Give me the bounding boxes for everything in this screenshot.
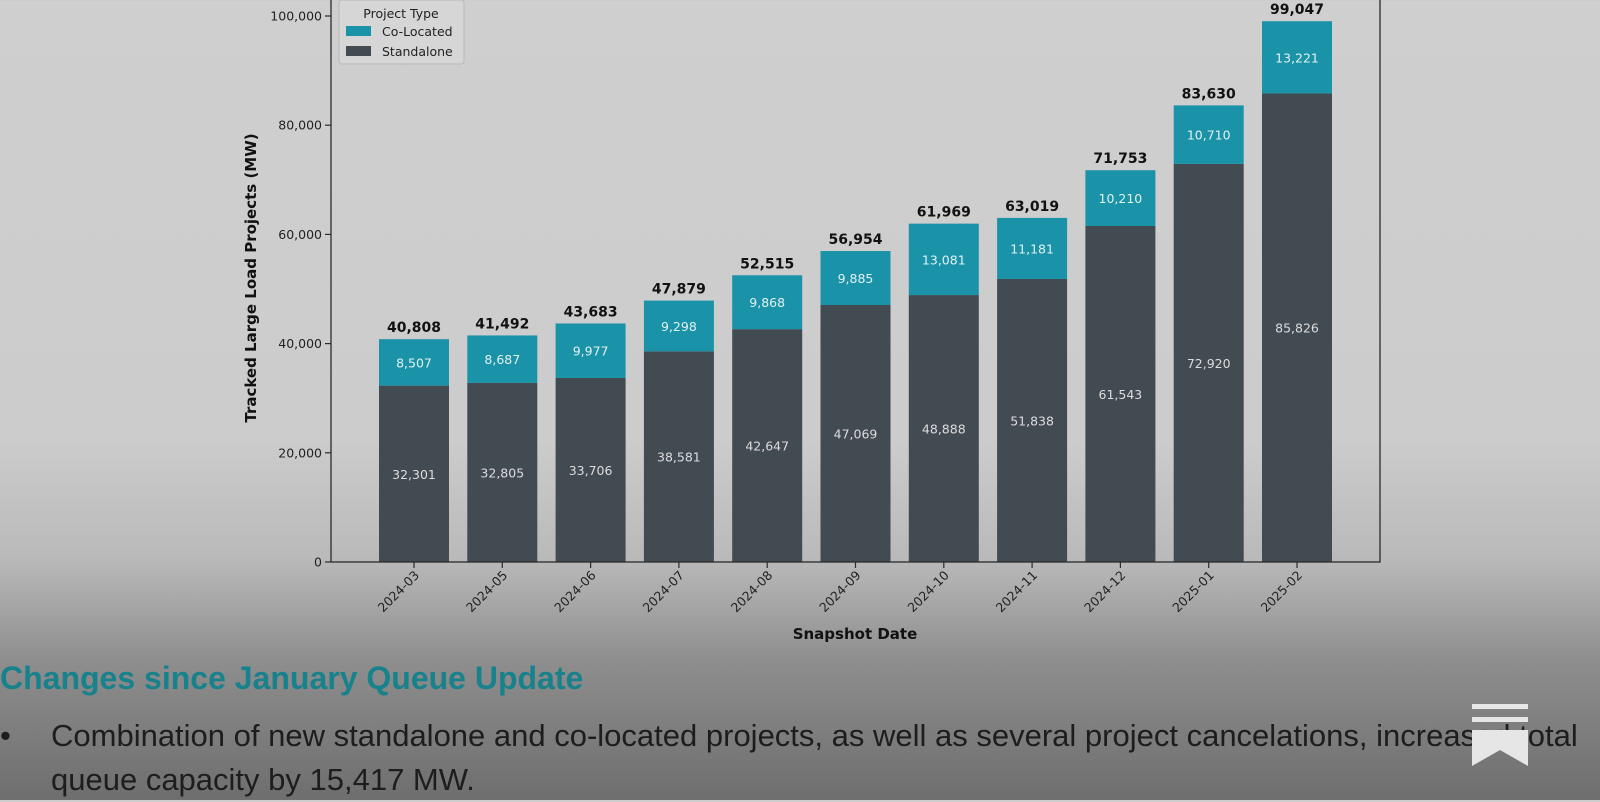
standalone-value-label: 61,543 (1099, 387, 1143, 402)
bar-co-located (555, 323, 626, 378)
legend-label-co-located: Co-Located (382, 24, 453, 39)
co-located-value-label: 10,210 (1099, 191, 1143, 206)
bookmark-icon[interactable] (1472, 702, 1528, 766)
total-value-label: 83,630 (1182, 86, 1236, 102)
bar-standalone (820, 305, 891, 562)
y-tick-label: 20,000 (278, 445, 322, 460)
y-tick-label: 80,000 (278, 118, 322, 133)
x-tick-label: 2024-07 (639, 568, 687, 616)
x-tick-label: 2024-06 (551, 567, 599, 615)
legend: Project Type Co-Located Standalone (338, 0, 465, 65)
standalone-value-label: 47,069 (834, 427, 878, 442)
bar-co-located (467, 335, 538, 383)
bar-co-located (820, 251, 891, 306)
standalone-value-label: 32,805 (480, 465, 524, 480)
y-tick-label: 60,000 (278, 227, 322, 242)
legend-title: Project Type (363, 6, 439, 21)
co-located-value-label: 9,298 (661, 319, 697, 334)
co-located-value-label: 13,081 (922, 252, 966, 267)
legend-swatch-standalone (346, 46, 371, 56)
bar-standalone (1085, 225, 1156, 562)
x-axis-title: Snapshot Date (793, 625, 918, 643)
x-tick-label: 2024-10 (904, 567, 952, 615)
x-tick-label: 2024-05 (463, 568, 511, 616)
bar-standalone (467, 382, 538, 562)
total-value-label: 41,492 (475, 316, 529, 332)
bullet-text: Combination of new standalone and co-loc… (51, 718, 1578, 797)
standalone-value-label: 32,301 (392, 467, 436, 482)
bar-standalone (379, 385, 449, 562)
bar-co-located (997, 217, 1068, 279)
bar-standalone (1173, 163, 1244, 562)
bar-standalone (1262, 93, 1332, 562)
standalone-value-label: 48,888 (922, 422, 966, 437)
stacked-bar-chart: 0 20,000 40,000 60,000 80,000 100,000 32,301 8… (242, 0, 1381, 643)
bar-co-located (1085, 170, 1156, 226)
co-located-value-label: 10,710 (1187, 128, 1231, 143)
standalone-value-label: 33,706 (569, 463, 613, 478)
total-value-label: 52,515 (740, 256, 794, 272)
co-located-value-label: 8,687 (484, 352, 520, 367)
x-tick-label: 2024-11 (993, 568, 1041, 616)
y-axis: 0 20,000 40,000 60,000 80,000 100,000 (270, 9, 331, 570)
co-located-value-label: 9,885 (838, 271, 874, 286)
bar-co-located (1173, 105, 1244, 164)
bar-co-located (643, 300, 714, 352)
y-tick-label: 0 (314, 555, 322, 570)
x-tick-label: 2025-02 (1258, 568, 1306, 616)
section-heading: Changes since January Queue Update (0, 660, 584, 696)
co-located-value-label: 9,868 (749, 295, 785, 310)
total-value-label: 71,753 (1093, 151, 1147, 167)
bar-co-located (1262, 21, 1332, 94)
standalone-value-label: 72,920 (1187, 356, 1231, 371)
y-tick-label: 100,000 (270, 9, 322, 24)
bar-co-located (908, 223, 979, 296)
bar-standalone (997, 278, 1068, 562)
total-value-label: 56,954 (828, 232, 882, 248)
y-axis-title: Tracked Large Load Projects (MW) (242, 133, 260, 422)
total-value-label: 43,683 (564, 304, 618, 320)
bar-standalone (555, 377, 626, 562)
standalone-value-label: 51,838 (1010, 413, 1054, 428)
bar-standalone (643, 351, 714, 562)
x-tick-label: 2024-08 (728, 567, 776, 615)
bars: 32,301 8,507 40,808 32,805 8,687 41,492 33,706… (379, 2, 1332, 562)
co-located-value-label: 13,221 (1275, 50, 1319, 65)
bar-co-located (379, 339, 449, 386)
bar-standalone (908, 295, 979, 562)
standalone-value-label: 42,647 (745, 439, 789, 454)
co-located-value-label: 9,977 (573, 344, 609, 359)
y-tick-label: 40,000 (278, 336, 322, 351)
x-tick-label: 2024-09 (816, 567, 864, 615)
legend-label-standalone: Standalone (382, 44, 453, 59)
x-tick-label: 2025-01 (1169, 568, 1217, 616)
bar-standalone (732, 329, 803, 562)
total-value-label: 99,047 (1270, 2, 1324, 18)
x-tick-label: 2024-03 (375, 568, 423, 616)
total-value-label: 63,019 (1005, 199, 1059, 215)
legend-swatch-co-located (346, 26, 371, 36)
x-tick-label: 2024-12 (1081, 568, 1129, 616)
total-value-label: 47,879 (652, 282, 706, 298)
total-value-label: 40,808 (387, 320, 441, 336)
total-value-label: 61,969 (917, 205, 971, 221)
standalone-value-label: 85,826 (1275, 321, 1319, 336)
x-axis: 2024-03 2024-05 2024-06 2024-07 2024-08 2024-… (375, 562, 1306, 616)
co-located-value-label: 8,507 (396, 355, 432, 370)
standalone-value-label: 38,581 (657, 450, 701, 465)
plot-frame (330, 0, 1381, 563)
bullet-marker: • (0, 718, 11, 753)
bar-co-located (732, 275, 803, 330)
co-located-value-label: 11,181 (1010, 241, 1054, 256)
